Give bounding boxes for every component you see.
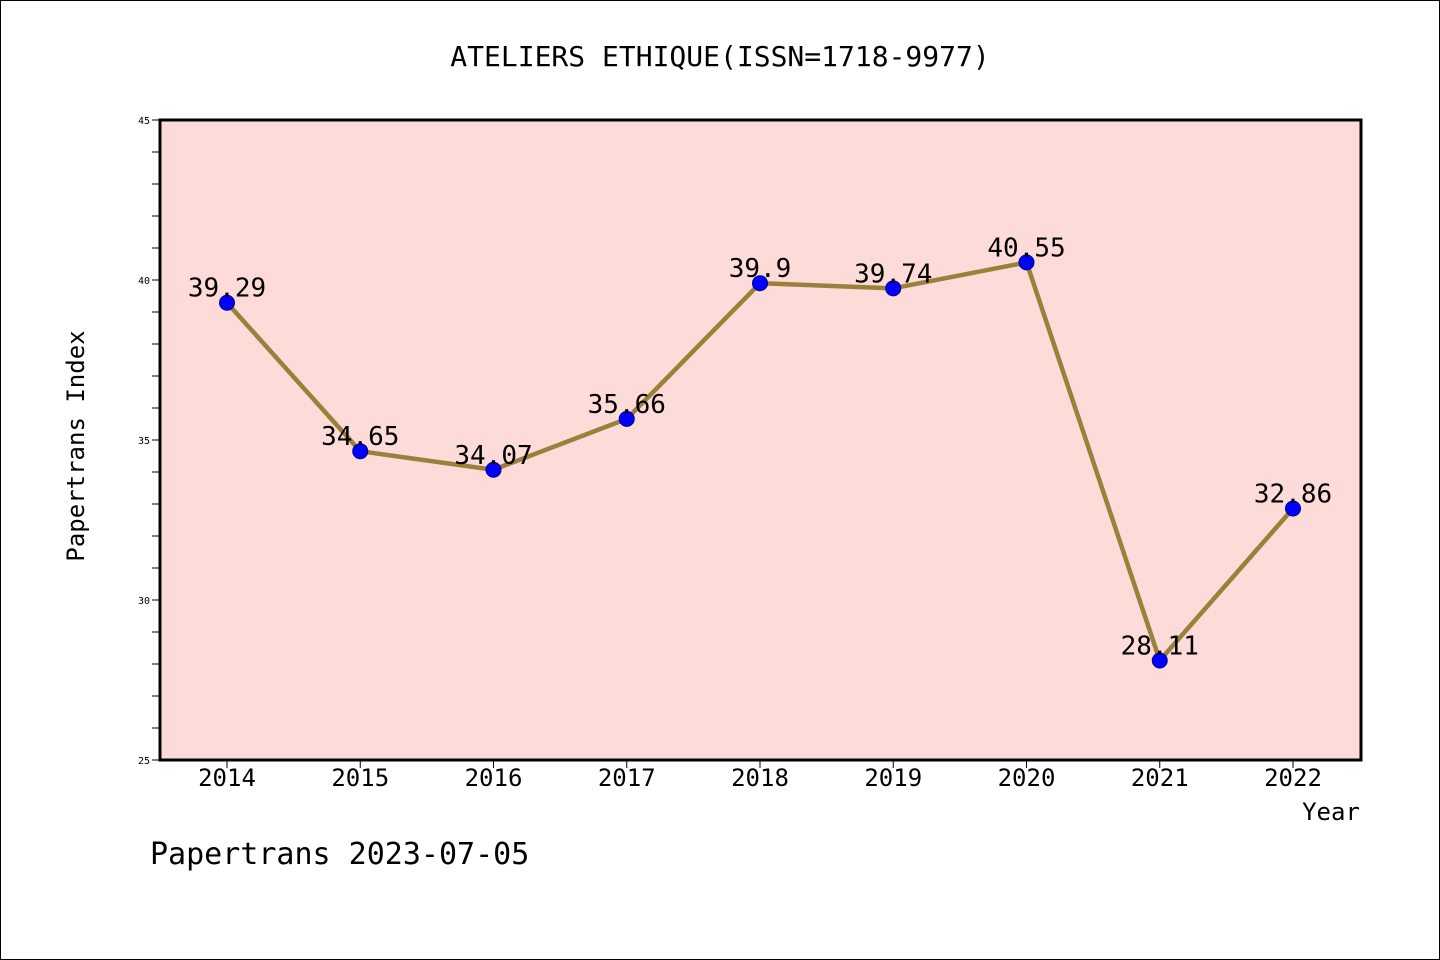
data-label: 34.07: [454, 441, 532, 471]
data-label: 28.11: [1121, 631, 1199, 661]
x-tick-label: 2014: [198, 764, 256, 792]
y-axis-label: Papertrans Index: [62, 330, 90, 561]
x-tick-label: 2020: [998, 764, 1056, 792]
data-point-marker: [1151, 652, 1168, 669]
y-tick-label: 35: [138, 436, 150, 447]
data-point-marker: [1285, 500, 1301, 517]
x-tick-label: 2016: [465, 764, 523, 792]
y-axis: 25 30 35 40 45: [138, 116, 160, 767]
y-tick-label: 40: [138, 276, 150, 287]
x-tick-label: 2017: [598, 764, 656, 792]
chart-title: ATELIERS ETHIQUE(ISSN=1718-9977): [450, 40, 989, 73]
data-label: 32.86: [1254, 479, 1332, 509]
y-tick-label: 30: [138, 596, 150, 607]
footer-source-date: Papertrans 2023-07-05: [150, 837, 529, 872]
y-tick-label: 25: [138, 756, 150, 767]
data-point-marker: [885, 280, 902, 297]
x-tick-label: 2015: [331, 764, 389, 792]
data-label: 34.65: [321, 422, 399, 452]
data-label: 35.66: [588, 390, 666, 420]
x-tick-label: 2022: [1264, 764, 1322, 792]
data-label: 39.74: [854, 259, 932, 289]
data-labels: 39.29 34.65 34.07 35.66 39.9 39.74 40.55 28.11 3…: [188, 233, 1332, 661]
x-axis-label: Year: [1302, 798, 1360, 826]
series-markers: [219, 254, 1301, 669]
x-tick-label: 2019: [864, 764, 922, 792]
y-tick-label: 45: [138, 116, 150, 127]
data-label: 40.55: [987, 233, 1065, 263]
data-point-marker: [352, 443, 369, 460]
data-label: 39.9: [729, 254, 792, 284]
data-point-marker: [1018, 254, 1035, 271]
data-point-marker: [618, 410, 635, 427]
x-axis: 2014 2015 2016 2017 2018 2019 2020 2021 2022: [198, 760, 1322, 792]
x-tick-label: 2021: [1131, 764, 1189, 792]
data-label: 39.29: [188, 274, 266, 304]
x-tick-label: 2018: [731, 764, 789, 792]
data-point-marker: [219, 294, 235, 311]
data-point-marker: [485, 461, 502, 478]
data-point-marker: [752, 275, 768, 292]
